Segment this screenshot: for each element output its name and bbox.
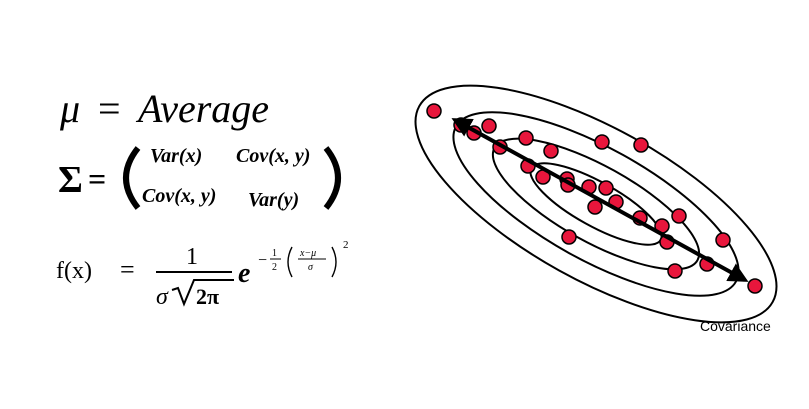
exp-frac-num: x−μ [299, 248, 316, 259]
density-lhs: f(x) [56, 258, 92, 284]
exp-left-paren [287, 246, 293, 278]
covariance-axis-arrow [451, 118, 749, 282]
data-point [667, 263, 683, 279]
data-point [594, 134, 610, 150]
density-denominator-root: 2π [196, 284, 219, 309]
sigma-symbol: Σ [58, 159, 83, 201]
data-point [598, 180, 614, 196]
exp-sign: − [258, 252, 267, 269]
exp-base: e [238, 258, 250, 289]
exp-frac-den: σ [308, 262, 314, 273]
exp-half-den: 2 [272, 262, 277, 273]
cell-var-y: Var(y) [248, 189, 299, 211]
left-paren [123, 146, 141, 210]
cell-cov-xy-top: Cov(x, y) [236, 145, 310, 167]
sqrt-sign [171, 279, 234, 307]
cell-cov-xy-bottom: Cov(x, y) [142, 185, 216, 207]
density-formula: f(x) = 1 σ 2π e − 1 2 x−μ σ 2 [56, 239, 349, 310]
covariance-caption: Covariance [700, 318, 771, 334]
matrix-equals: = [88, 161, 106, 197]
covariance-matrix-formula: Σ = Var(x) Cov(x, y) Cov(x, y) Var(y) [58, 145, 341, 211]
data-point [561, 229, 577, 245]
data-point [633, 137, 649, 153]
data-point [671, 208, 687, 224]
data-point [518, 130, 534, 146]
data-point [543, 143, 559, 159]
mean-equals: = [98, 86, 121, 131]
density-equals: = [120, 255, 135, 284]
exp-right-paren [331, 246, 337, 278]
mu-symbol: μ [59, 86, 80, 131]
data-point [481, 118, 497, 134]
data-point [426, 103, 442, 119]
exp-square: 2 [343, 239, 349, 251]
exp-half-num: 1 [272, 248, 277, 259]
mean-word: Average [135, 86, 269, 131]
density-numerator: 1 [186, 244, 198, 270]
data-point [747, 278, 763, 294]
data-point [715, 232, 731, 248]
density-denominator-sigma: σ [156, 284, 169, 310]
right-paren [323, 146, 341, 210]
cell-var-x: Var(x) [150, 145, 202, 167]
mean-formula: μ = Average [59, 86, 269, 131]
